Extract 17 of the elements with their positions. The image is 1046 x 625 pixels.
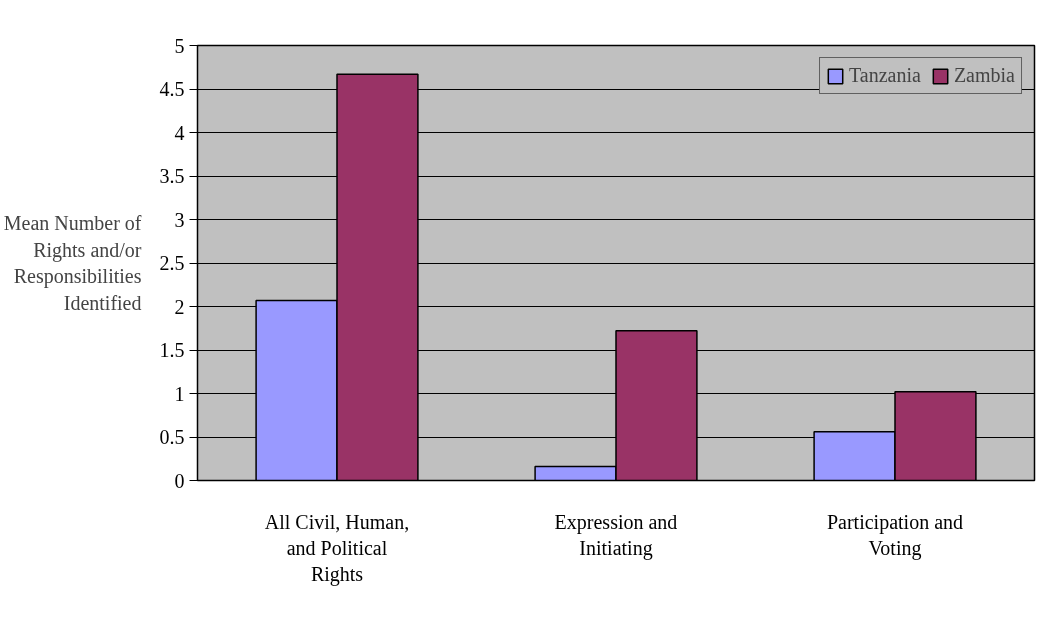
y-tick-label: 3 <box>174 208 185 231</box>
x-tick-label: All Civil, Human, and Political Rights <box>264 510 410 587</box>
x-tick-label: Expression and Initiating <box>554 510 678 560</box>
legend-label: Tanzania <box>849 64 921 87</box>
y-tick-label: 1.5 <box>159 339 185 361</box>
y-tick-label: 1 <box>174 382 185 405</box>
y-tick-label: 4.5 <box>159 78 185 100</box>
y-tick-label: 5 <box>174 34 185 57</box>
legend-label: Zambia <box>953 64 1015 87</box>
y-axis-title: Mean Number of Rights and/or Responsibilities Identified <box>3 212 142 314</box>
x-tick-label: Participation and Voting <box>826 510 964 560</box>
y-tick-label: 0.5 <box>159 426 185 448</box>
y-tick-label: 3.5 <box>159 165 185 187</box>
y-tick-label: 0 <box>174 469 185 492</box>
y-tick-label: 2.5 <box>159 252 185 274</box>
y-tick-label: 4 <box>174 121 185 144</box>
y-tick-label: 2 <box>174 295 185 318</box>
